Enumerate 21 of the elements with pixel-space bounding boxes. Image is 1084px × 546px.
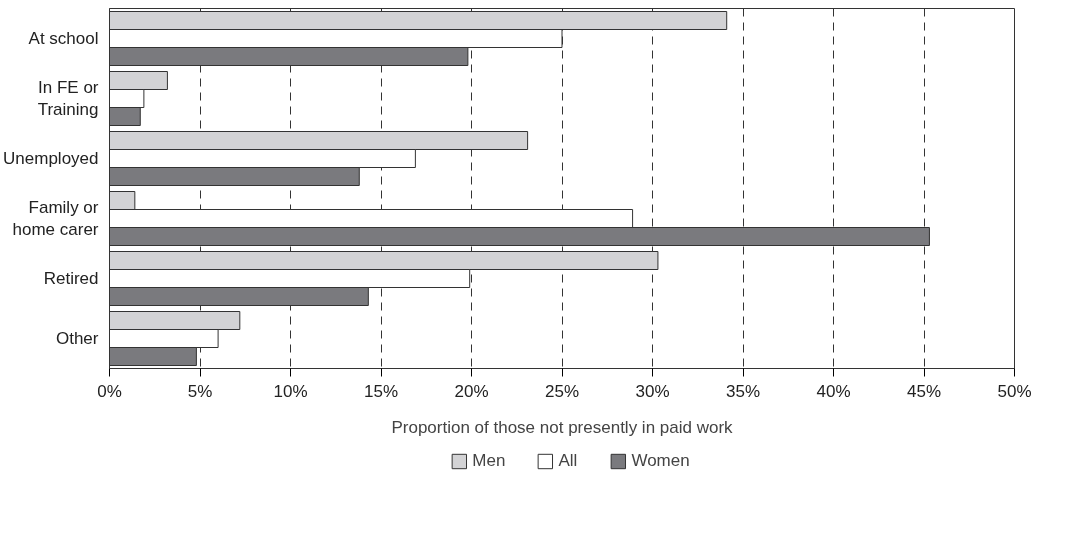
x-tick-label: 40% <box>816 381 851 401</box>
legend-label: All <box>558 451 579 471</box>
x-tick-label: 5% <box>187 381 213 401</box>
x-tick-label: 20% <box>454 381 489 401</box>
x-tick-label: 45% <box>906 381 942 401</box>
x-axis-title: Proportion of those not presently in paid work <box>391 417 734 437</box>
x-tick-label: 10% <box>273 381 308 401</box>
legend-label: Women <box>631 451 690 471</box>
x-tick-label: 0% <box>97 381 122 401</box>
legend-label: Men <box>472 451 506 471</box>
x-tick-label: 25% <box>544 381 580 401</box>
y-tick-label: Other <box>55 329 99 348</box>
x-tick-label: 15% <box>363 381 399 401</box>
y-tick-label: In FE or Training <box>37 77 99 120</box>
y-tick-label: At school <box>28 29 99 48</box>
y-tick-label: Family or home carer <box>12 197 99 240</box>
x-tick-label: 50% <box>997 381 1032 401</box>
y-tick-label: Retired <box>43 269 99 288</box>
x-tick-label: 30% <box>635 381 670 401</box>
x-tick-label: 35% <box>725 381 761 401</box>
y-tick-label: Unemployed <box>3 149 99 168</box>
